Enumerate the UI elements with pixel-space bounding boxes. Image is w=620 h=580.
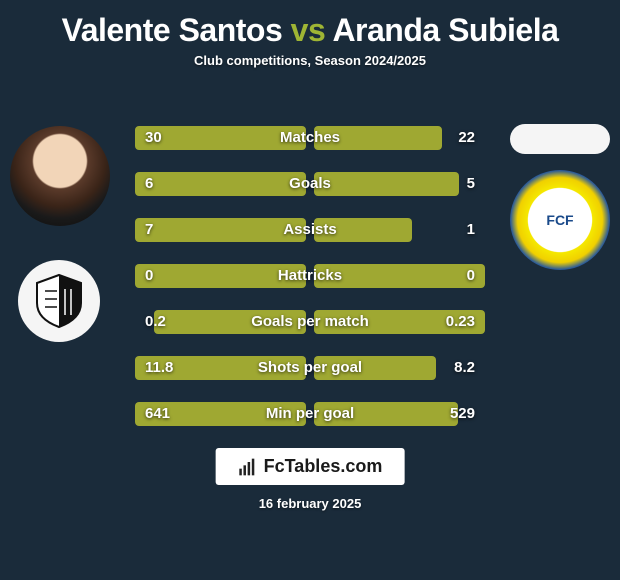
stat-label: Matches	[135, 120, 485, 156]
comparison-title: Valente Santos vs Aranda Subiela	[0, 0, 620, 53]
stat-row: Goals per match0.2 0.23	[135, 304, 485, 340]
stat-value-left: 0	[145, 258, 153, 294]
date-label: 16 february 2025	[0, 496, 620, 511]
stat-value-left: 641	[145, 396, 170, 432]
stat-label: Shots per goal	[135, 350, 485, 386]
stat-row: Hattricks0 0	[135, 258, 485, 294]
stat-value-left: 11.8	[145, 350, 173, 386]
stat-label: Assists	[135, 212, 485, 248]
player2-avatar	[510, 124, 610, 154]
stat-value-right: 1	[467, 212, 475, 248]
stat-value-right: 0	[467, 258, 475, 294]
stat-value-right: 529	[450, 396, 475, 432]
stat-value-right: 22	[458, 120, 475, 156]
player1-name: Valente Santos	[62, 12, 283, 48]
club1-crest-icon	[29, 271, 89, 331]
branding-text: FcTables.com	[264, 456, 383, 477]
stats-comparison-chart: Matches30 22 Goals6 5 Assists7 1 Hattricks0 0 Go…	[135, 120, 485, 442]
chart-icon	[238, 457, 258, 477]
vs-separator: vs	[291, 12, 326, 48]
stat-value-right: 5	[467, 166, 475, 202]
subtitle: Club competitions, Season 2024/2025	[0, 53, 620, 68]
stat-row: Assists7 1	[135, 212, 485, 248]
player1-club-badge	[18, 260, 100, 342]
stat-value-left: 7	[145, 212, 153, 248]
stat-row: Goals6 5	[135, 166, 485, 202]
player1-avatar	[10, 126, 110, 226]
stat-value-left: 6	[145, 166, 153, 202]
stat-label: Goals per match	[135, 304, 485, 340]
player2-club-badge: FCF	[510, 170, 610, 270]
stat-value-left: 30	[145, 120, 162, 156]
stat-label: Goals	[135, 166, 485, 202]
stat-label: Min per goal	[135, 396, 485, 432]
stat-value-right: 8.2	[454, 350, 475, 386]
stat-row: Matches30 22	[135, 120, 485, 156]
stat-row: Shots per goal11.8 8.2	[135, 350, 485, 386]
club2-badge-text: FCF	[546, 212, 573, 228]
stat-row: Min per goal641 529	[135, 396, 485, 432]
branding-badge: FcTables.com	[216, 448, 405, 485]
player2-name: Aranda Subiela	[332, 12, 558, 48]
stat-label: Hattricks	[135, 258, 485, 294]
stat-value-left: 0.2	[145, 304, 166, 340]
stat-value-right: 0.23	[446, 304, 475, 340]
